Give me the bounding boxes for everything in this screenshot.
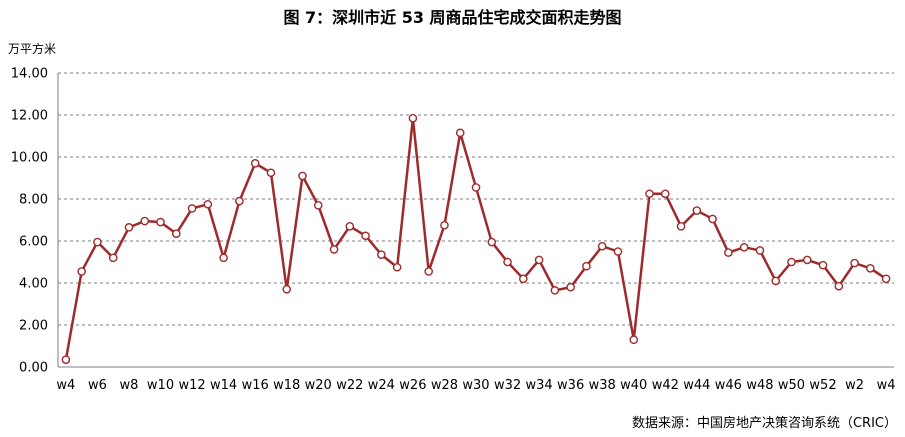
data-point xyxy=(108,253,118,263)
data-point xyxy=(739,242,749,252)
data-point xyxy=(298,171,307,181)
data-point xyxy=(724,248,733,257)
data-point xyxy=(313,200,323,210)
x-tick-label: w8 xyxy=(120,378,139,393)
y-tick-label: 2.00 xyxy=(19,319,48,334)
x-tick-label: w16 xyxy=(242,378,269,393)
data-point xyxy=(172,229,181,238)
data-point xyxy=(550,286,560,295)
x-tick-label: w42 xyxy=(652,378,679,393)
x-tick-label: w14 xyxy=(210,378,237,393)
chart-title: 图 7：深圳市近 53 周商品住宅成交面积走势图 xyxy=(283,8,622,27)
data-point xyxy=(61,355,71,364)
y-tick-label: 14.00 xyxy=(11,67,48,82)
y-tick-label: 4.00 xyxy=(19,277,48,292)
x-tick-label: w32 xyxy=(494,378,521,393)
x-tick-label: w28 xyxy=(431,378,458,393)
x-tick-label: w34 xyxy=(526,378,553,393)
y-unit-label: 万平方米 xyxy=(8,42,57,56)
data-point xyxy=(329,245,339,254)
data-point xyxy=(77,267,86,276)
data-point xyxy=(676,221,686,231)
gridlines xyxy=(58,72,894,326)
data-point xyxy=(834,281,844,291)
series-markers xyxy=(61,113,891,364)
axes xyxy=(57,73,894,368)
data-point xyxy=(850,258,859,268)
x-tick-label: w10 xyxy=(147,378,174,393)
data-point xyxy=(266,168,276,178)
data-point xyxy=(235,196,244,206)
data-point xyxy=(582,261,591,271)
data-point xyxy=(802,255,812,265)
data-point xyxy=(124,223,134,232)
data-point xyxy=(881,274,891,284)
data-point xyxy=(771,276,780,286)
data-point xyxy=(440,220,449,230)
data-point xyxy=(519,274,528,284)
data-point xyxy=(471,183,481,192)
data-point xyxy=(187,204,197,213)
data-point xyxy=(392,262,402,272)
data-source: 数据来源：中国房地产决策咨询系统（CRIC） xyxy=(631,416,897,431)
x-tick-label: w22 xyxy=(336,378,363,393)
series-polyline xyxy=(64,116,887,360)
x-tick-label: w12 xyxy=(178,378,205,393)
data-point xyxy=(345,221,355,231)
y-tick-label: 8.00 xyxy=(19,193,48,208)
data-point xyxy=(424,267,433,276)
data-point xyxy=(566,282,575,292)
data-point xyxy=(377,250,386,259)
data-point xyxy=(361,231,370,241)
data-point xyxy=(282,284,292,294)
x-tick-label: w20 xyxy=(305,378,332,393)
data-point xyxy=(645,189,654,199)
data-point xyxy=(503,257,512,267)
data-point xyxy=(597,241,607,251)
y-tick-label: 10.00 xyxy=(11,151,48,166)
data-point xyxy=(866,263,875,273)
x-tick-label: w50 xyxy=(778,378,805,393)
x-tick-label: w2 xyxy=(845,378,864,393)
y-tick-label: 12.00 xyxy=(11,109,48,124)
data-point xyxy=(156,217,165,227)
y-tick-label: 6.00 xyxy=(19,235,48,250)
x-tick-label: w18 xyxy=(273,378,300,393)
data-point xyxy=(613,247,623,256)
x-tick-label: w48 xyxy=(746,378,773,393)
data-point xyxy=(692,206,702,215)
data-point xyxy=(250,158,260,168)
x-tick-label: w4 xyxy=(56,378,75,393)
data-point xyxy=(708,214,717,224)
x-tick-label: w46 xyxy=(715,378,742,393)
x-tick-label: w40 xyxy=(620,378,647,393)
data-point xyxy=(140,216,150,226)
y-tick-label: 0.00 xyxy=(19,361,48,376)
x-tick-label: w52 xyxy=(809,378,836,393)
series-line xyxy=(64,116,887,360)
x-tick-label: w6 xyxy=(88,378,107,393)
data-point xyxy=(93,237,102,247)
y-tick-labels: 0.00 2.00 4.00 6.00 8.00 10.00 12.00 14.00 xyxy=(11,67,48,376)
data-point xyxy=(408,113,418,123)
x-tick-label: w30 xyxy=(462,378,489,393)
x-tick-label: w44 xyxy=(683,378,710,393)
x-tick-label: w26 xyxy=(399,378,426,393)
data-point xyxy=(787,257,796,267)
x-tick-label: w38 xyxy=(589,378,616,393)
data-point xyxy=(755,246,765,255)
x-tick-label: w4 xyxy=(877,378,896,393)
data-point xyxy=(660,189,670,199)
data-point xyxy=(455,128,465,138)
data-point xyxy=(203,199,213,209)
data-point xyxy=(487,237,497,247)
data-point xyxy=(219,253,228,263)
data-point xyxy=(534,255,544,265)
x-tick-labels: w4 w6 w8 w10 w12 w14 w16 w18 w20 w22 w24 w26 w28 w30 w… xyxy=(56,378,895,393)
x-tick-label: w24 xyxy=(368,378,395,393)
data-point xyxy=(629,335,639,345)
x-tick-label: w36 xyxy=(557,378,584,393)
data-point xyxy=(818,260,828,270)
